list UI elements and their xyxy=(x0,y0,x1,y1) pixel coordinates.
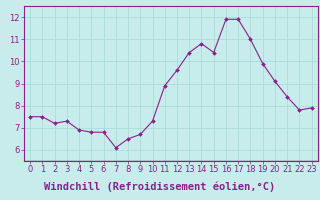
Text: Windchill (Refroidissement éolien,°C): Windchill (Refroidissement éolien,°C) xyxy=(44,182,276,192)
